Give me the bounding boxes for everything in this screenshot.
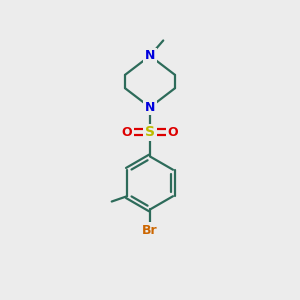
Text: S: S: [145, 125, 155, 139]
Text: N: N: [145, 101, 155, 114]
Text: O: O: [122, 126, 132, 139]
Text: N: N: [145, 49, 155, 62]
Text: O: O: [168, 126, 178, 139]
Text: Br: Br: [142, 224, 158, 237]
